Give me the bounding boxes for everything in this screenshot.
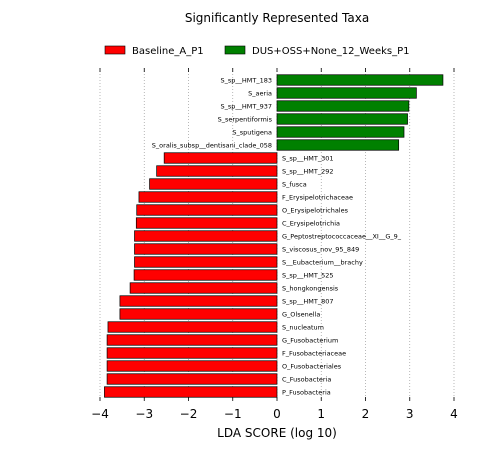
- taxon-label-22: O_Fusobacteriales: [282, 362, 342, 370]
- x-tick-label-4: 0: [273, 407, 281, 421]
- x-tick-label-7: 3: [406, 407, 414, 421]
- taxon-label-11: C_Erysipelotrichia: [282, 219, 340, 227]
- taxon-label-2: S_sp__HMT_937: [220, 102, 272, 110]
- bar-10: [136, 204, 278, 216]
- taxon-label-6: S_sp__HMT_301: [282, 154, 334, 162]
- taxon-label-23: C_Fusobacteria: [282, 375, 331, 383]
- bar-13: [134, 243, 278, 255]
- bar-12: [134, 230, 278, 242]
- bar-24: [104, 386, 278, 398]
- taxon-label-1: S_aeria: [248, 89, 272, 97]
- taxon-label-5: S_oralis_subsp__dentisani_clade_058: [152, 141, 272, 149]
- legend: Baseline_A_P1 DUS+OSS+None_12_Weeks_P1: [104, 45, 410, 57]
- taxon-label-8: S_fusca: [282, 180, 307, 188]
- x-axis: −4 −3 −2 −1 0 1 2 3 4: [91, 68, 458, 421]
- x-tick-label-6: 2: [362, 407, 370, 421]
- x-tick-label-8: 4: [450, 407, 458, 421]
- taxon-label-17: S_sp__HMT_807: [282, 297, 334, 305]
- bar-2: [276, 100, 410, 112]
- bar-5: [276, 139, 400, 151]
- bar-17: [119, 295, 278, 307]
- taxon-label-18: G_Olsenella: [282, 310, 320, 318]
- chart-title: Significantly Represented Taxa: [185, 11, 369, 25]
- taxon-label-12: G_Peptostreptococcaceae__XI__G_9_: [282, 232, 402, 240]
- bar-7: [156, 165, 278, 177]
- legend-swatch-0: [104, 45, 126, 55]
- taxon-label-9: F_Erysipelotrichaceae: [282, 193, 353, 201]
- taxon-label-14: S__Eubacterium__brachy: [282, 258, 363, 266]
- taxon-label-13: S_viscosus_nov_95_849: [282, 245, 359, 253]
- bar-21: [106, 347, 278, 359]
- bar-3: [276, 113, 408, 125]
- legend-label-1: DUS+OSS+None_12_Weeks_P1: [252, 46, 410, 57]
- taxon-label-7: S_sp__HMT_292: [282, 167, 334, 175]
- taxon-label-3: S_serpentiformis: [218, 115, 273, 123]
- x-tick-label-0: −4: [91, 407, 109, 421]
- bar-19: [107, 321, 278, 333]
- legend-swatch-1: [224, 45, 246, 55]
- bar-16: [129, 282, 278, 294]
- bar-4: [276, 126, 405, 138]
- taxon-labels: S_sp__HMT_183 S_aeria S_sp__HMT_937 S_serpe…: [152, 76, 402, 396]
- taxon-label-20: G_Fusobacterium: [282, 336, 338, 344]
- taxon-label-16: S_hongkongensis: [282, 284, 339, 292]
- bar-22: [106, 360, 278, 372]
- taxon-label-24: P_Fusobacteria: [282, 388, 331, 396]
- bar-1: [276, 87, 417, 99]
- bars: [104, 74, 444, 398]
- bar-8: [149, 178, 278, 190]
- taxon-label-21: F_Fusobacteriaceae: [282, 349, 346, 357]
- bar-18: [119, 308, 278, 320]
- x-tick-label-3: −1: [224, 407, 242, 421]
- legend-label-0: Baseline_A_P1: [132, 46, 204, 57]
- taxon-label-4: S_sputigena: [232, 128, 272, 136]
- bar-9: [138, 191, 278, 203]
- x-tick-label-1: −3: [135, 407, 153, 421]
- bar-23: [106, 373, 278, 385]
- x-tick-label-5: 1: [317, 407, 325, 421]
- taxon-label-19: S_nucleatum: [282, 323, 324, 331]
- taxon-label-0: S_sp__HMT_183: [220, 76, 272, 84]
- bar-0: [276, 74, 444, 86]
- bar-20: [106, 334, 278, 346]
- bar-14: [134, 256, 278, 268]
- x-axis-title: LDA SCORE (log 10): [217, 426, 337, 440]
- bar-15: [133, 269, 278, 281]
- x-tick-label-2: −2: [180, 407, 198, 421]
- taxon-label-10: O_Erysipelotrichales: [282, 206, 349, 214]
- bar-11: [135, 217, 278, 229]
- taxon-label-15: S_sp__HMT_525: [282, 271, 334, 279]
- bar-6: [163, 152, 278, 164]
